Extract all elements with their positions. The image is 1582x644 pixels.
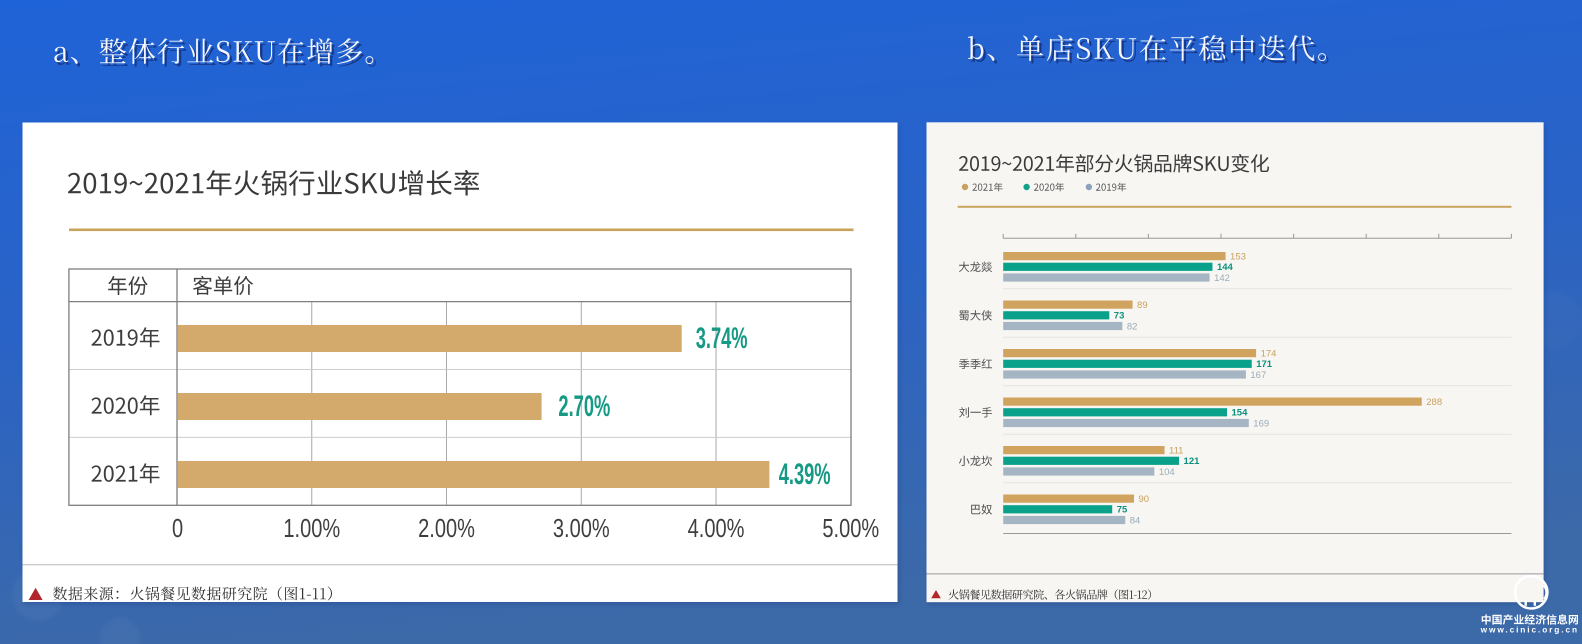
svg-text:144: 144	[1217, 262, 1234, 273]
svg-text:3.00%: 3.00%	[553, 513, 610, 542]
svg-text:2.00%: 2.00%	[418, 513, 475, 542]
svg-text:169: 169	[1253, 418, 1269, 429]
svg-text:0: 0	[172, 513, 183, 542]
svg-text:174: 174	[1261, 349, 1277, 360]
svg-text:4.39%: 4.39%	[779, 458, 831, 491]
svg-text:154: 154	[1232, 408, 1249, 419]
svg-text:75: 75	[1117, 505, 1128, 516]
svg-text:167: 167	[1250, 370, 1266, 381]
svg-text:171: 171	[1256, 359, 1273, 370]
svg-text:111: 111	[1169, 446, 1183, 457]
svg-text:288: 288	[1426, 397, 1442, 408]
svg-text:90: 90	[1138, 494, 1149, 505]
svg-text:2.70%: 2.70%	[558, 390, 610, 423]
svg-text:3.74%: 3.74%	[696, 322, 748, 355]
svg-text:142: 142	[1214, 273, 1230, 284]
svg-text:89: 89	[1137, 300, 1148, 311]
svg-text:www.cinic.org.cn: www.cinic.org.cn	[1480, 624, 1579, 634]
svg-text:121: 121	[1184, 456, 1201, 467]
svg-text:84: 84	[1130, 515, 1141, 526]
svg-text:1.00%: 1.00%	[283, 513, 340, 542]
svg-text:73: 73	[1114, 311, 1125, 322]
svg-text:82: 82	[1127, 321, 1138, 332]
svg-text:104: 104	[1159, 467, 1175, 478]
svg-text:5.00%: 5.00%	[822, 513, 879, 542]
svg-text:4.00%: 4.00%	[688, 513, 745, 542]
svg-text:153: 153	[1230, 252, 1246, 263]
